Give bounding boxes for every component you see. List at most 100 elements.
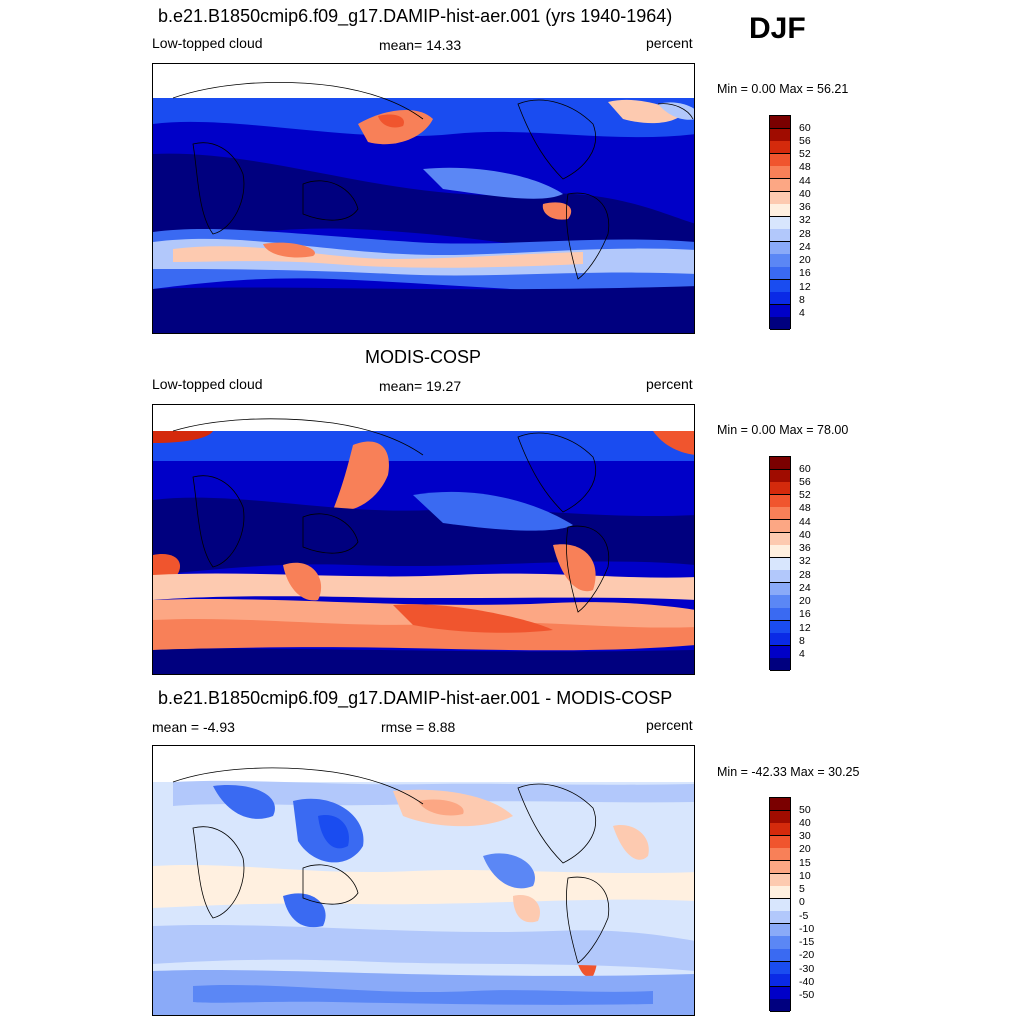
colorbar-swatch xyxy=(770,141,790,155)
colorbar-swatch xyxy=(770,557,790,571)
colorbar-swatch xyxy=(770,873,790,887)
colorbar-diff-tick: 0 xyxy=(799,896,805,908)
colorbar-swatch xyxy=(770,153,790,167)
colorbar-swatch xyxy=(770,595,790,609)
colorbar-diff-tick: -5 xyxy=(799,910,809,922)
panel-units-model: percent xyxy=(646,35,693,51)
colorbar-model-tick: 36 xyxy=(799,201,811,213)
panel-minmax-obs: Min = 0.00 Max = 78.00 xyxy=(717,423,849,437)
colorbar-diff-boxes xyxy=(769,797,791,1013)
colorbar-swatch xyxy=(770,645,790,659)
colorbar-obs-tick: 32 xyxy=(799,555,811,567)
panel-units-obs: percent xyxy=(646,376,693,392)
panel-mean-model: mean= 14.33 xyxy=(379,37,462,53)
colorbar-swatch xyxy=(770,911,790,925)
colorbar-swatch xyxy=(770,961,790,975)
colorbar-diff-tick: 50 xyxy=(799,804,811,816)
colorbar-swatch xyxy=(770,317,790,331)
colorbar-model-tick: 4 xyxy=(799,307,805,319)
colorbar-swatch xyxy=(770,204,790,218)
colorbar-model-tick: 12 xyxy=(799,281,811,293)
colorbar-diff-tick: 10 xyxy=(799,870,811,882)
colorbar-swatch xyxy=(770,457,790,471)
colorbar-swatch xyxy=(770,848,790,862)
colorbar-swatch xyxy=(770,304,790,318)
panel-title-diff: b.e21.B1850cmip6.f09_g17.DAMIP-hist-aer.… xyxy=(158,688,673,708)
panel-mean-diff: mean = -4.93 xyxy=(152,719,235,735)
colorbar-swatch xyxy=(770,216,790,230)
colorbar-swatch xyxy=(770,620,790,634)
colorbar-obs-tick: 24 xyxy=(799,582,811,594)
colorbar-diff-tick: -50 xyxy=(799,989,815,1001)
panel-minmax-diff: Min = -42.33 Max = 30.25 xyxy=(717,765,860,779)
colorbar-diff-tick: 5 xyxy=(799,883,805,895)
colorbar-model-tick: 60 xyxy=(799,122,811,134)
colorbar-swatch xyxy=(770,936,790,950)
panel-rmse-diff: rmse = 8.88 xyxy=(381,719,456,735)
colorbar-swatch xyxy=(770,229,790,243)
colorbar-model-tick: 16 xyxy=(799,267,811,279)
colorbar-swatch xyxy=(770,974,790,988)
colorbar-swatch xyxy=(770,254,790,268)
colorbar-swatch xyxy=(770,798,790,812)
colorbar-obs-tick: 36 xyxy=(799,542,811,554)
colorbar-swatch xyxy=(770,191,790,205)
panel-left-label-obs: Low-topped cloud xyxy=(152,376,263,392)
map-obs xyxy=(152,404,695,675)
colorbar-swatch xyxy=(770,835,790,849)
panel-minmax-model: Min = 0.00 Max = 56.21 xyxy=(717,82,849,96)
colorbar-swatch xyxy=(770,582,790,596)
colorbar-diff-tick: 15 xyxy=(799,857,811,869)
colorbar-swatch xyxy=(770,545,790,559)
colorbar-swatch xyxy=(770,128,790,142)
colorbar-diff-tick: -20 xyxy=(799,949,815,961)
colorbar-swatch xyxy=(770,267,790,281)
colorbar-swatch xyxy=(770,178,790,193)
colorbar-diff-tick: -40 xyxy=(799,976,815,988)
colorbar-obs-tick: 28 xyxy=(799,569,811,581)
colorbar-diff-tick: 20 xyxy=(799,843,811,855)
colorbar-swatch xyxy=(770,482,790,496)
map-diff xyxy=(152,745,695,1016)
colorbar-swatch xyxy=(770,519,790,534)
colorbar-swatch xyxy=(770,923,790,937)
colorbar-swatch xyxy=(770,986,790,1000)
colorbar-diff-tick: -10 xyxy=(799,923,815,935)
colorbar-swatch xyxy=(770,886,790,900)
colorbar-obs-tick: 44 xyxy=(799,516,811,528)
panel-left-label-model: Low-topped cloud xyxy=(152,35,263,51)
colorbar-obs-tick: 20 xyxy=(799,595,811,607)
colorbar-swatch xyxy=(770,494,790,508)
colorbar-obs-tick: 40 xyxy=(799,529,811,541)
colorbar-diff-tick: 30 xyxy=(799,830,811,842)
colorbar-diff-tick: -30 xyxy=(799,963,815,975)
colorbar-swatch xyxy=(770,279,790,293)
colorbar-model-tick: 44 xyxy=(799,175,811,187)
colorbar-diff-tick: -15 xyxy=(799,936,815,948)
colorbar-swatch xyxy=(770,292,790,306)
colorbar-model-tick: 20 xyxy=(799,254,811,266)
colorbar-model-tick: 32 xyxy=(799,214,811,226)
colorbar-swatch xyxy=(770,241,790,255)
colorbar-swatch xyxy=(770,999,790,1013)
colorbar-obs-tick: 12 xyxy=(799,622,811,634)
colorbar-swatch xyxy=(770,116,790,130)
map-model xyxy=(152,63,695,334)
colorbar-model-tick: 56 xyxy=(799,135,811,147)
colorbar-model-tick: 48 xyxy=(799,161,811,173)
colorbar-swatch xyxy=(770,469,790,483)
colorbar-obs-tick: 52 xyxy=(799,489,811,501)
colorbar-obs-tick: 4 xyxy=(799,648,805,660)
colorbar-model-tick: 28 xyxy=(799,228,811,240)
colorbar-swatch xyxy=(770,810,790,824)
colorbar-model-tick: 52 xyxy=(799,148,811,160)
colorbar-model-tick: 8 xyxy=(799,294,805,306)
colorbar-swatch xyxy=(770,532,790,546)
colorbar-swatch xyxy=(770,860,790,875)
colorbar-model-boxes xyxy=(769,115,791,331)
colorbar-swatch xyxy=(770,166,790,180)
colorbar-obs-tick: 56 xyxy=(799,476,811,488)
panel-title-model: b.e21.B1850cmip6.f09_g17.DAMIP-hist-aer.… xyxy=(158,6,673,26)
season-label: DJF xyxy=(749,12,806,45)
colorbar-model-tick: 40 xyxy=(799,188,811,200)
